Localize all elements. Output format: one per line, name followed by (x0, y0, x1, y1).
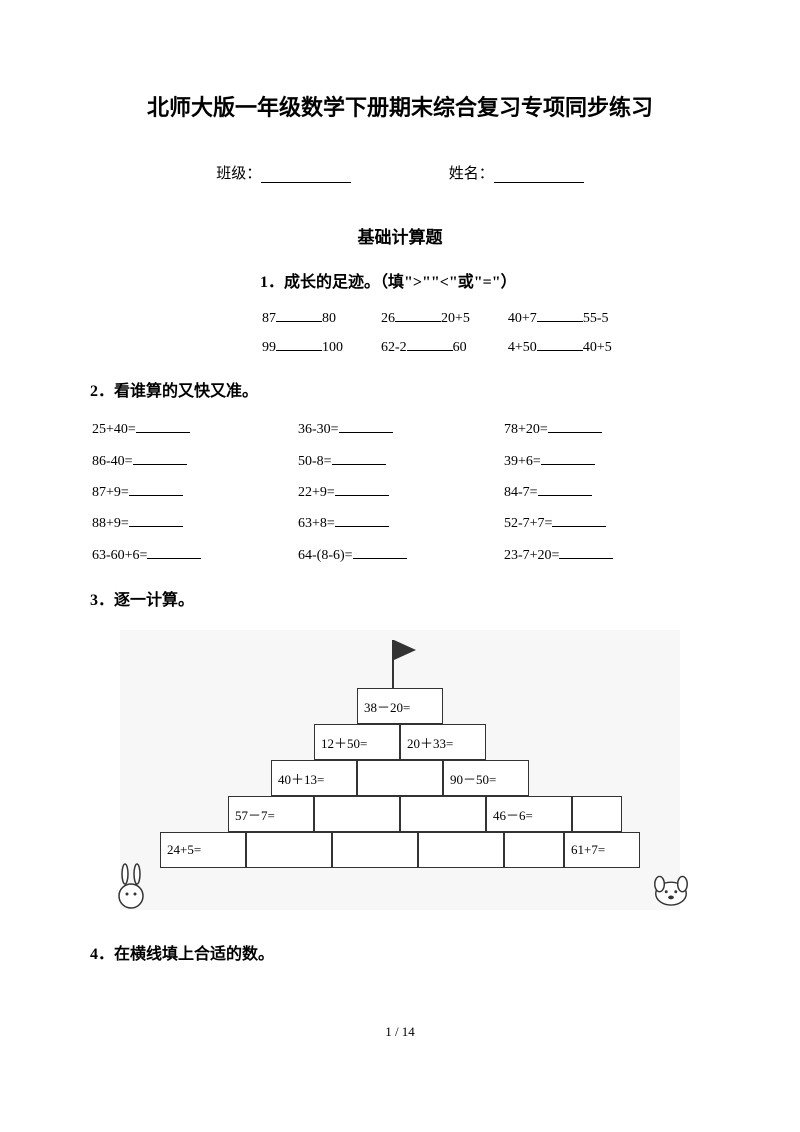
q2-expr: 78+20= (504, 422, 548, 437)
q1-cell: 20+5 (441, 311, 470, 326)
pyramid-diagram: 38－20= 12＋50= 20＋33= 40＋13= 90－50= 57－7=… (120, 630, 680, 910)
q2-expr: 64-(8-6)= (298, 548, 353, 563)
answer-blank (548, 421, 602, 433)
answer-blank (538, 484, 592, 496)
q2-expr: 88+9= (92, 516, 129, 531)
brick: 40＋13= (271, 760, 357, 796)
bunny-icon (110, 862, 152, 910)
brick: 90－50= (443, 760, 529, 796)
brick-blank (418, 832, 504, 868)
brick-blank (332, 832, 418, 868)
compare-blank (537, 310, 583, 322)
answer-blank (129, 484, 183, 496)
answer-blank (353, 547, 407, 559)
compare-blank (276, 310, 322, 322)
q1-cell: 4+50 (508, 340, 537, 355)
compare-blank (537, 339, 583, 351)
answer-blank (332, 453, 386, 465)
answer-blank (147, 547, 201, 559)
compare-blank (395, 310, 441, 322)
name-blank (494, 169, 584, 183)
brick: 24+5= (160, 832, 246, 868)
q1-cell: 80 (322, 311, 336, 326)
q2-expr: 23-7+20= (504, 548, 559, 563)
q1-cell: 100 (322, 340, 343, 355)
compare-blank (276, 339, 322, 351)
answer-blank (552, 515, 606, 527)
brick: 57－7= (228, 796, 314, 832)
q2-expr: 63-60+6= (92, 548, 147, 563)
q1-cell: 60 (453, 340, 467, 355)
brick-blank (357, 760, 443, 796)
q1-cell: 40+5 (583, 340, 612, 355)
q1-cell: 87 (262, 311, 276, 326)
answer-blank (133, 453, 187, 465)
section-subtitle: 基础计算题 (90, 223, 710, 248)
q2-expr: 22+9= (298, 485, 335, 500)
q1-cell: 40+7 (508, 311, 537, 326)
dog-icon (650, 862, 692, 910)
q2-expr: 50-8= (298, 454, 332, 469)
q2-expr: 87+9= (92, 485, 129, 500)
page-title: 北师大版一年级数学下册期末综合复习专项同步练习 (90, 90, 710, 122)
name-label: 姓名： (449, 166, 494, 182)
page-footer: 1 / 14 (90, 1024, 710, 1040)
brick-blank (400, 796, 486, 832)
flag-icon (392, 640, 422, 680)
brick: 46－6= (486, 796, 572, 832)
brick-blank (572, 796, 622, 832)
brick: 20＋33= (400, 724, 486, 760)
q2-expr: 86-40= (92, 454, 133, 469)
brick-blank (314, 796, 400, 832)
brick-blank (504, 832, 564, 868)
answer-blank (129, 515, 183, 527)
q2-heading: 2．看谁算的又快又准。 (90, 377, 710, 401)
q2-expr: 36-30= (298, 422, 339, 437)
brick: 12＋50= (314, 724, 400, 760)
q2-table: 25+40= 36-30= 78+20= 86-40= 50-8= 39+6= … (90, 413, 710, 572)
compare-blank (407, 339, 453, 351)
q1-table: 87 80 26 20+5 40+7 55-5 99 100 62-2 60 4+50 40… (260, 304, 650, 363)
q1-cell: 55-5 (583, 311, 609, 326)
brick-blank (246, 832, 332, 868)
q2-expr: 25+40= (92, 422, 136, 437)
q3-heading: 3．逐一计算。 (90, 586, 710, 610)
answer-blank (339, 421, 393, 433)
answer-blank (136, 421, 190, 433)
answer-blank (335, 515, 389, 527)
class-blank (261, 169, 351, 183)
brick: 38－20= (357, 688, 443, 724)
answer-blank (559, 547, 613, 559)
q2-expr: 84-7= (504, 485, 538, 500)
q2-expr: 63+8= (298, 516, 335, 531)
q2-expr: 39+6= (504, 454, 541, 469)
class-label: 班级： (216, 166, 261, 182)
q1-cell: 26 (381, 311, 395, 326)
q1-cell: 99 (262, 340, 276, 355)
q4-heading: 4．在横线填上合适的数。 (90, 940, 710, 964)
q1-heading: 1．成长的足迹。（填">""<"或"="） (260, 268, 710, 292)
answer-blank (335, 484, 389, 496)
answer-blank (541, 453, 595, 465)
brick: 61+7= (564, 832, 640, 868)
info-line: 班级： 姓名： (90, 162, 710, 183)
q2-expr: 52-7+7= (504, 516, 552, 531)
q1-cell: 62-2 (381, 340, 407, 355)
